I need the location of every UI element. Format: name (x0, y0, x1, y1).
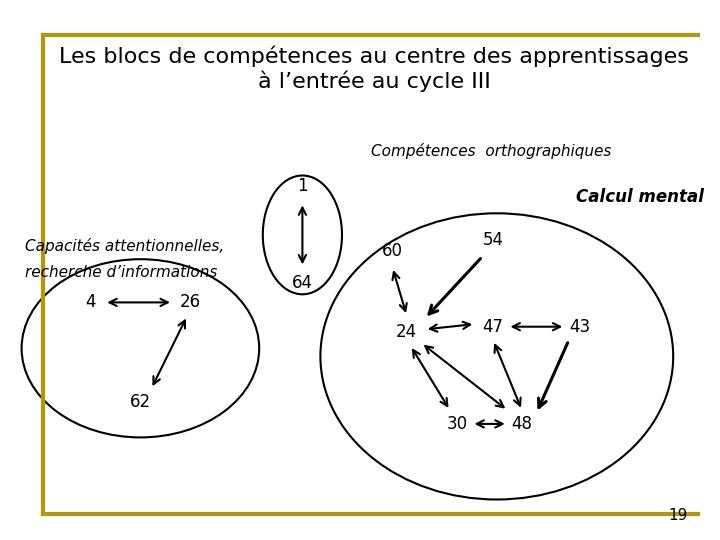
Text: 19: 19 (668, 508, 688, 523)
Text: Compétences  orthographiques: Compétences orthographiques (371, 143, 611, 159)
Text: 62: 62 (130, 393, 151, 411)
Text: 4: 4 (85, 293, 95, 312)
Text: recherche d’informations: recherche d’informations (25, 265, 217, 280)
Text: Capacités attentionnelles,: Capacités attentionnelles, (25, 238, 225, 254)
Text: 47: 47 (482, 318, 504, 336)
Text: 24: 24 (396, 323, 418, 341)
Text: 48: 48 (511, 415, 533, 433)
Text: 54: 54 (482, 231, 504, 249)
Text: 64: 64 (292, 274, 313, 293)
Text: 26: 26 (180, 293, 202, 312)
Text: 1: 1 (297, 177, 307, 195)
Text: 30: 30 (446, 415, 468, 433)
Text: 60: 60 (382, 242, 403, 260)
Text: Calcul mental: Calcul mental (576, 188, 704, 206)
Text: 43: 43 (569, 318, 590, 336)
Text: Les blocs de compétences au centre des apprentissages
à l’entrée au cycle III: Les blocs de compétences au centre des a… (60, 46, 689, 92)
